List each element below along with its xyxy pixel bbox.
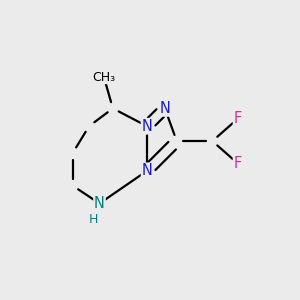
Text: F: F — [234, 156, 242, 171]
Text: N: N — [94, 196, 105, 211]
Text: CH₃: CH₃ — [92, 71, 116, 84]
Text: H: H — [89, 213, 98, 226]
Text: F: F — [234, 111, 242, 126]
Text: N: N — [142, 163, 152, 178]
Text: N: N — [159, 101, 170, 116]
Text: N: N — [142, 119, 152, 134]
